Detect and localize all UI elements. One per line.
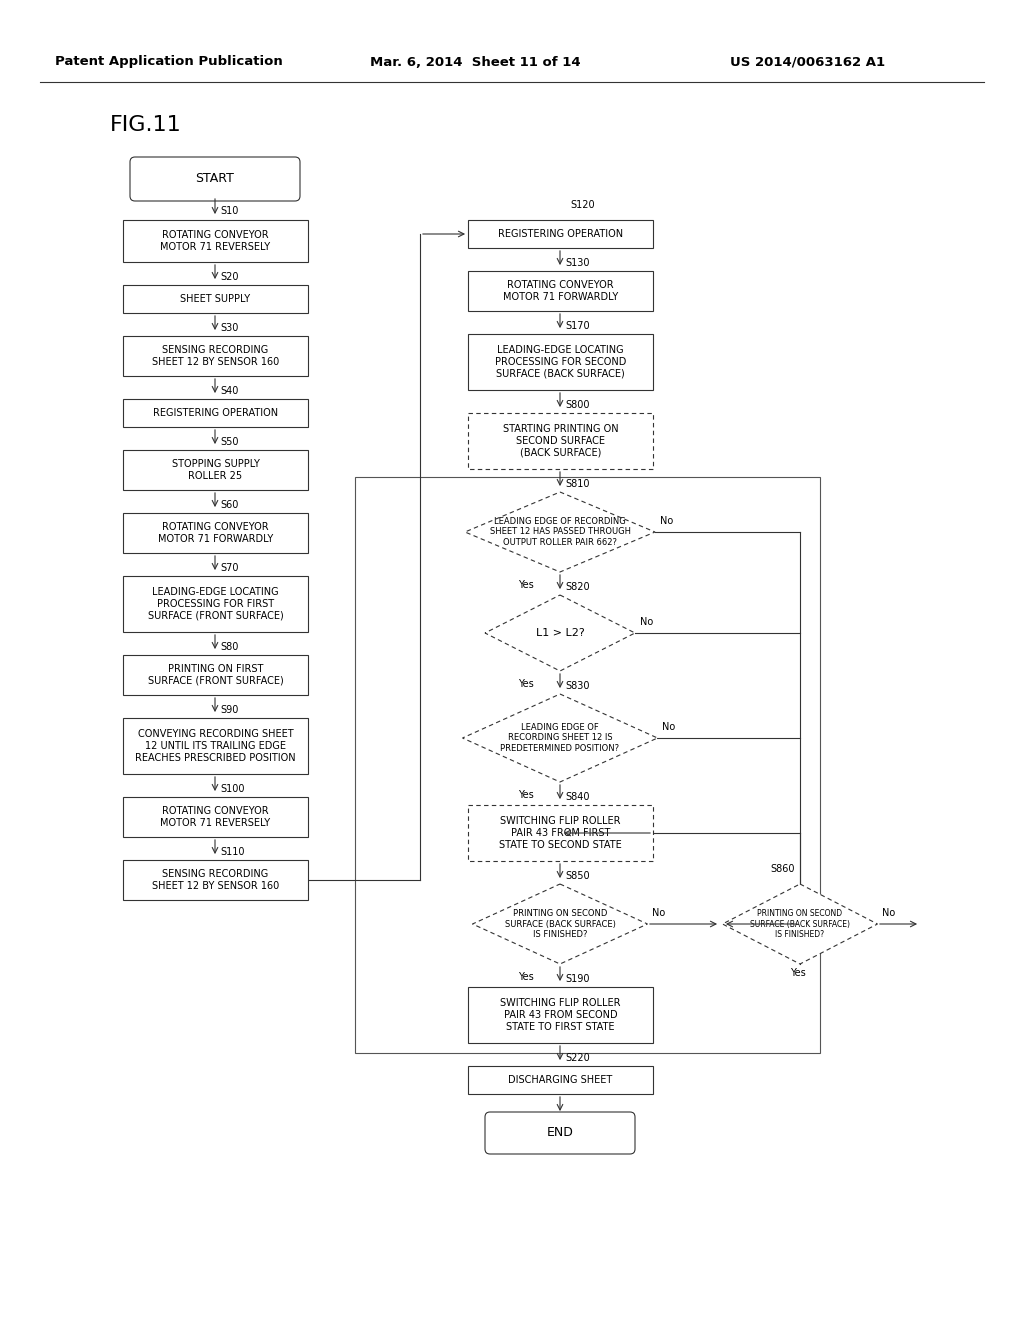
Text: LEADING-EDGE LOCATING
PROCESSING FOR SECOND
SURFACE (BACK SURFACE): LEADING-EDGE LOCATING PROCESSING FOR SEC…: [495, 346, 627, 379]
Text: LEADING-EDGE LOCATING
PROCESSING FOR FIRST
SURFACE (FRONT SURFACE): LEADING-EDGE LOCATING PROCESSING FOR FIR…: [147, 587, 284, 620]
FancyBboxPatch shape: [123, 718, 308, 774]
FancyBboxPatch shape: [123, 655, 308, 696]
FancyBboxPatch shape: [468, 334, 653, 389]
Text: END: END: [547, 1126, 573, 1139]
Polygon shape: [485, 595, 635, 671]
Text: S40: S40: [220, 385, 239, 396]
Text: S60: S60: [220, 500, 239, 510]
Text: PRINTING ON SECOND
SURFACE (BACK SURFACE)
IS FINISHED?: PRINTING ON SECOND SURFACE (BACK SURFACE…: [750, 909, 850, 939]
Text: S110: S110: [220, 847, 245, 857]
FancyBboxPatch shape: [468, 805, 653, 861]
Text: S80: S80: [220, 642, 239, 652]
Text: Yes: Yes: [518, 789, 534, 800]
Text: FIG.11: FIG.11: [110, 115, 181, 135]
Text: ROTATING CONVEYOR
MOTOR 71 FORWARDLY: ROTATING CONVEYOR MOTOR 71 FORWARDLY: [503, 280, 618, 302]
Text: SENSING RECORDING
SHEET 12 BY SENSOR 160: SENSING RECORDING SHEET 12 BY SENSOR 160: [152, 346, 280, 367]
Text: S20: S20: [220, 272, 239, 282]
Text: S70: S70: [220, 564, 239, 573]
Text: S30: S30: [220, 323, 239, 333]
Text: ROTATING CONVEYOR
MOTOR 71 REVERSELY: ROTATING CONVEYOR MOTOR 71 REVERSELY: [161, 230, 270, 252]
FancyBboxPatch shape: [468, 413, 653, 469]
FancyBboxPatch shape: [123, 576, 308, 632]
Polygon shape: [472, 884, 647, 964]
Text: START: START: [196, 173, 234, 186]
FancyBboxPatch shape: [468, 987, 653, 1043]
Text: S130: S130: [565, 257, 590, 268]
FancyBboxPatch shape: [123, 450, 308, 490]
FancyBboxPatch shape: [123, 513, 308, 553]
Text: Yes: Yes: [518, 972, 534, 982]
FancyBboxPatch shape: [468, 1067, 653, 1094]
FancyBboxPatch shape: [485, 1111, 635, 1154]
Text: S800: S800: [565, 400, 590, 411]
Text: S10: S10: [220, 206, 239, 216]
Polygon shape: [463, 694, 657, 781]
FancyBboxPatch shape: [468, 271, 653, 312]
Text: PRINTING ON SECOND
SURFACE (BACK SURFACE)
IS FINISHED?: PRINTING ON SECOND SURFACE (BACK SURFACE…: [505, 909, 615, 939]
Text: ROTATING CONVEYOR
MOTOR 71 FORWARDLY: ROTATING CONVEYOR MOTOR 71 FORWARDLY: [158, 523, 273, 544]
Text: STOPPING SUPPLY
ROLLER 25: STOPPING SUPPLY ROLLER 25: [172, 459, 259, 480]
FancyBboxPatch shape: [123, 220, 308, 261]
FancyBboxPatch shape: [123, 399, 308, 426]
Text: S860: S860: [770, 865, 795, 874]
Text: SWITCHING FLIP ROLLER
PAIR 43 FROM FIRST
STATE TO SECOND STATE: SWITCHING FLIP ROLLER PAIR 43 FROM FIRST…: [499, 816, 622, 850]
Text: LEADING EDGE OF RECORDING
SHEET 12 HAS PASSED THROUGH
OUTPUT ROLLER PAIR 662?: LEADING EDGE OF RECORDING SHEET 12 HAS P…: [489, 517, 631, 546]
Text: No: No: [662, 722, 675, 733]
Text: S850: S850: [565, 871, 590, 880]
Text: Yes: Yes: [518, 678, 534, 689]
Text: S840: S840: [565, 792, 590, 803]
Text: No: No: [882, 908, 895, 917]
FancyBboxPatch shape: [123, 285, 308, 313]
FancyBboxPatch shape: [468, 220, 653, 248]
Text: REGISTERING OPERATION: REGISTERING OPERATION: [498, 228, 623, 239]
Text: S810: S810: [565, 479, 590, 488]
Text: S100: S100: [220, 784, 245, 795]
Text: No: No: [652, 908, 666, 917]
Text: S120: S120: [570, 201, 595, 210]
Text: L1 > L2?: L1 > L2?: [536, 628, 585, 638]
Text: Mar. 6, 2014  Sheet 11 of 14: Mar. 6, 2014 Sheet 11 of 14: [370, 55, 581, 69]
Text: STARTING PRINTING ON
SECOND SURFACE
(BACK SURFACE): STARTING PRINTING ON SECOND SURFACE (BAC…: [503, 425, 618, 458]
Text: SWITCHING FLIP ROLLER
PAIR 43 FROM SECOND
STATE TO FIRST STATE: SWITCHING FLIP ROLLER PAIR 43 FROM SECON…: [501, 998, 621, 1032]
Text: S220: S220: [565, 1053, 590, 1063]
FancyBboxPatch shape: [123, 861, 308, 900]
Text: S830: S830: [565, 681, 590, 690]
Text: S50: S50: [220, 437, 239, 447]
Text: SHEET SUPPLY: SHEET SUPPLY: [180, 294, 251, 304]
Text: No: No: [640, 616, 653, 627]
Text: US 2014/0063162 A1: US 2014/0063162 A1: [730, 55, 885, 69]
Text: SENSING RECORDING
SHEET 12 BY SENSOR 160: SENSING RECORDING SHEET 12 BY SENSOR 160: [152, 869, 280, 891]
Polygon shape: [723, 884, 878, 964]
Text: Yes: Yes: [790, 968, 806, 978]
Text: PRINTING ON FIRST
SURFACE (FRONT SURFACE): PRINTING ON FIRST SURFACE (FRONT SURFACE…: [147, 664, 284, 686]
Text: Patent Application Publication: Patent Application Publication: [55, 55, 283, 69]
FancyBboxPatch shape: [123, 797, 308, 837]
Text: DISCHARGING SHEET: DISCHARGING SHEET: [508, 1074, 612, 1085]
Text: LEADING EDGE OF
RECORDING SHEET 12 IS
PREDETERMINED POSITION?: LEADING EDGE OF RECORDING SHEET 12 IS PR…: [501, 723, 620, 752]
Text: S170: S170: [565, 321, 590, 331]
Text: No: No: [660, 516, 673, 525]
Text: S820: S820: [565, 582, 590, 591]
Text: ROTATING CONVEYOR
MOTOR 71 REVERSELY: ROTATING CONVEYOR MOTOR 71 REVERSELY: [161, 807, 270, 828]
Polygon shape: [465, 492, 655, 572]
FancyBboxPatch shape: [123, 337, 308, 376]
Text: S90: S90: [220, 705, 239, 715]
FancyBboxPatch shape: [130, 157, 300, 201]
Text: S190: S190: [565, 974, 590, 983]
Text: CONVEYING RECORDING SHEET
12 UNTIL ITS TRAILING EDGE
REACHES PRESCRIBED POSITION: CONVEYING RECORDING SHEET 12 UNTIL ITS T…: [135, 730, 296, 763]
Text: REGISTERING OPERATION: REGISTERING OPERATION: [153, 408, 279, 418]
Text: Yes: Yes: [518, 579, 534, 590]
